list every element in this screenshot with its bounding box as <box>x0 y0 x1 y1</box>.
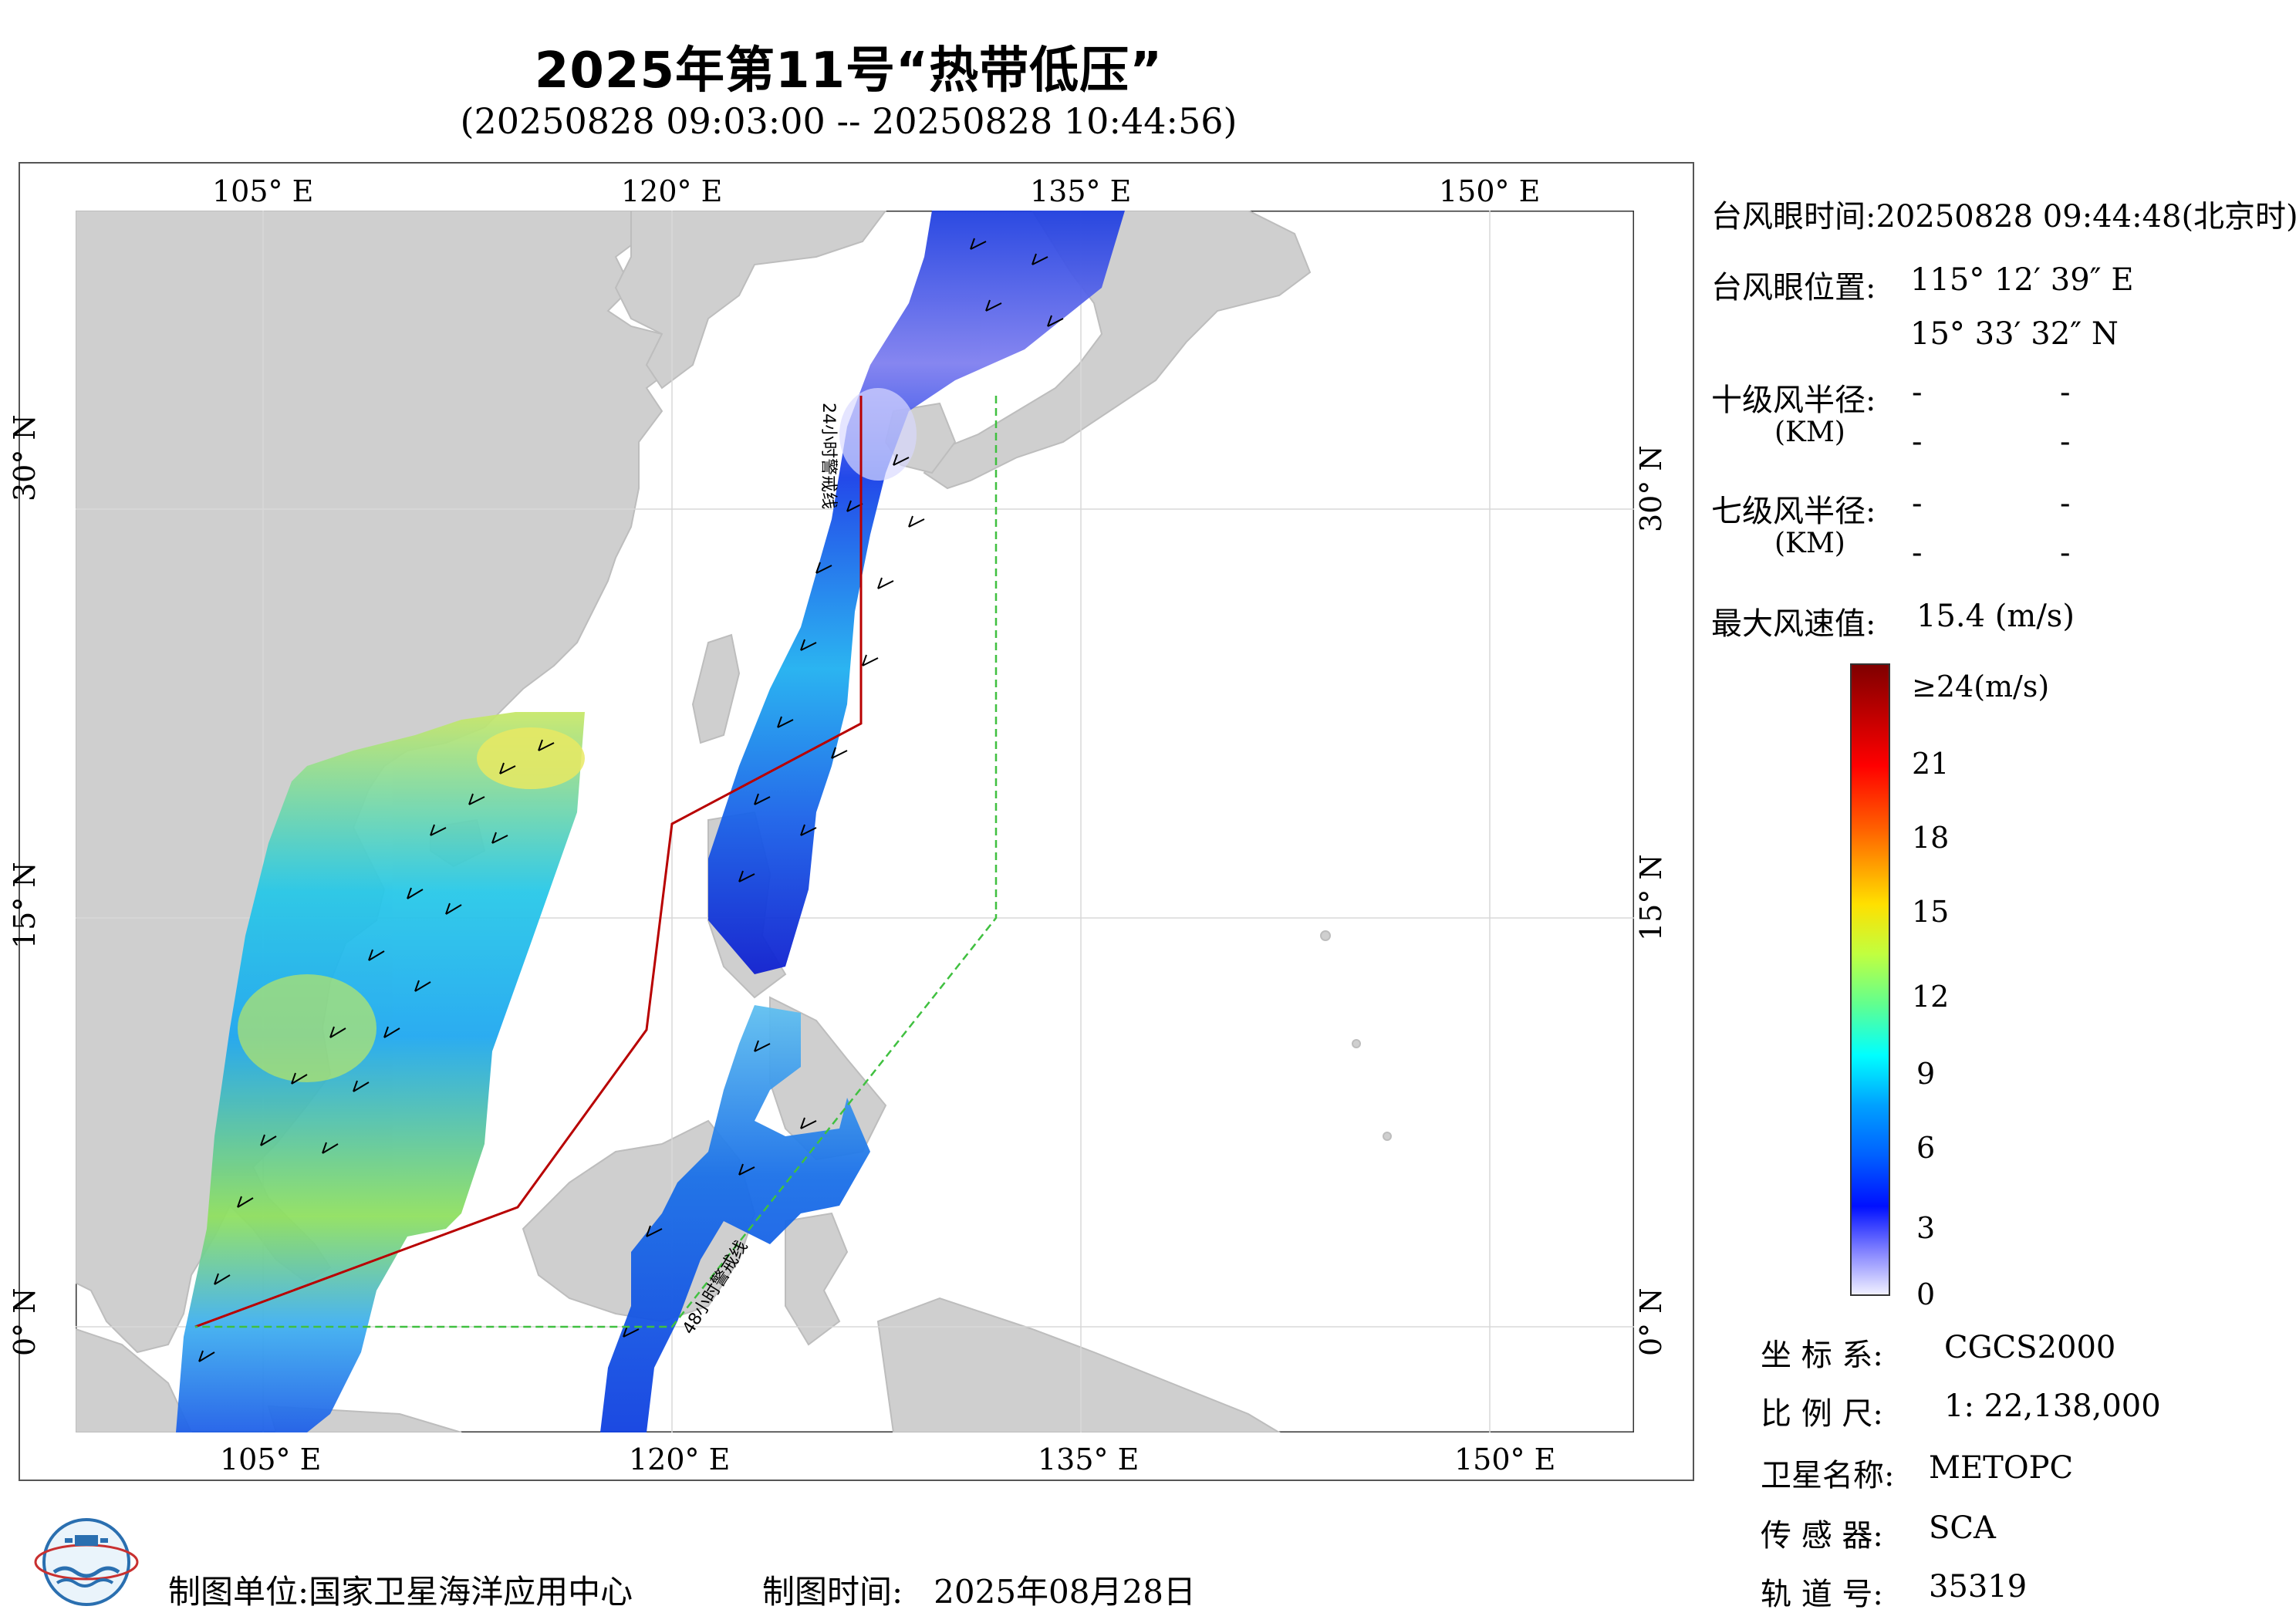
colorbar-label-9: 9 <box>1916 1057 1936 1091</box>
orbit-value: 35319 <box>1929 1569 2028 1604</box>
max-wind-label: 最大风速值: <box>1711 606 1876 642</box>
satellite-value: METOPC <box>1929 1450 2074 1486</box>
colorbar-label-3: 3 <box>1916 1211 1936 1245</box>
map-time-value: 2025年08月28日 <box>934 1573 1196 1611</box>
colorbar-label-12: 12 <box>1912 980 1950 1014</box>
satellite-label: 卫星名称: <box>1761 1458 1895 1493</box>
org-label: 制图单位: <box>168 1573 309 1611</box>
map-title: 2025年第11号“热带低压” <box>534 42 1163 100</box>
r10-dash-1: - <box>1912 375 1923 410</box>
lat-tick-right-30: 30° N <box>1634 445 1668 532</box>
eye-time-value: 20250828 09:44:48(北京时) <box>1876 199 2296 235</box>
swath-celebes-sea <box>600 1005 870 1432</box>
r10-label: 十级风半径: <box>1711 383 1876 418</box>
wind-barbs <box>198 238 1064 1362</box>
lon-tick-bottom-120: 120° E <box>629 1442 731 1476</box>
lon-tick-bottom-105: 105° E <box>220 1442 322 1476</box>
lon-tick-top-105: 105° E <box>212 174 314 208</box>
lat-tick-right-0: 0° N <box>1634 1287 1668 1356</box>
r10-dash-2: - <box>2060 375 2071 410</box>
colorbar-label-21: 21 <box>1912 747 1950 781</box>
map-subtitle: (20250828 09:03:00 -- 20250828 10:44:56) <box>460 100 1237 142</box>
line-24h-label: 24小时警戒线 <box>819 403 838 509</box>
lon-tick-top-150: 150° E <box>1439 174 1541 208</box>
r7-dash-3: - <box>1912 535 1923 571</box>
lon-tick-bottom-135: 135° E <box>1038 1442 1140 1476</box>
nsoas-logo-icon <box>34 1518 139 1606</box>
orbit-label: 轨 道 号: <box>1761 1577 1883 1612</box>
colorbar-label-24: ≥24(m/s) <box>1912 670 2050 704</box>
r7-km-label: (KM) <box>1774 528 1845 559</box>
crs-label: 坐 标 系: <box>1761 1338 1883 1373</box>
line-24h-warning <box>194 396 863 1328</box>
r7-label: 七级风半径: <box>1711 494 1876 529</box>
r10-km-label: (KM) <box>1774 417 1845 448</box>
lat-tick-left-0: 0° N <box>8 1287 42 1356</box>
sensor-label: 传 感 器: <box>1761 1518 1883 1554</box>
crs-value: CGCS2000 <box>1944 1330 2116 1365</box>
r7-dash-1: - <box>1912 486 1923 521</box>
line-48h-warning <box>195 396 998 1328</box>
scale-value: 1: 22,138,000 <box>1944 1388 2161 1424</box>
lat-tick-left-15: 15° N <box>8 862 42 949</box>
eye-time-label: 台风眼时间: <box>1711 199 1876 235</box>
eye-pos-label: 台风眼位置: <box>1711 270 1876 305</box>
org-value: 国家卫星海洋应用中心 <box>309 1573 633 1611</box>
sensor-value: SCA <box>1929 1510 1996 1546</box>
r10-dash-3: - <box>1912 424 1923 460</box>
eye-lat-value: 15° 33′ 32″ N <box>1910 316 2119 352</box>
max-wind-value: 15.4 (m/s) <box>1916 599 2075 634</box>
eye-lon-value: 115° 12′ 39″ E <box>1910 262 2134 298</box>
lon-tick-bottom-150: 150° E <box>1454 1442 1556 1476</box>
high-wind-patch <box>477 727 585 789</box>
colorbar-label-18: 18 <box>1912 821 1950 855</box>
swath-south-china-sea <box>176 712 585 1432</box>
swath-layer <box>176 211 1125 1432</box>
colorbar-label-15: 15 <box>1912 895 1950 929</box>
lon-tick-top-120: 120° E <box>621 174 723 208</box>
scale-label: 比 例 尺: <box>1761 1396 1883 1432</box>
taiwan <box>691 633 741 744</box>
wind-field-map <box>76 211 1634 1432</box>
sulawesi <box>785 1212 849 1346</box>
korea <box>614 211 887 390</box>
r10-dash-4: - <box>2060 424 2071 460</box>
lon-tick-top-135: 135° E <box>1030 174 1132 208</box>
lat-tick-left-30: 30° N <box>8 414 42 501</box>
japan <box>923 211 1312 490</box>
map-frame <box>19 162 1694 1481</box>
r7-dash-2: - <box>2060 486 2071 521</box>
new-guinea <box>876 1297 1281 1432</box>
lat-tick-right-15: 15° N <box>1634 854 1668 941</box>
swath-western-pacific <box>708 211 1125 974</box>
colorbar <box>1850 663 1890 1296</box>
r7-dash-4: - <box>2060 535 2071 571</box>
map-time-label: 制图时间: <box>762 1573 903 1611</box>
colorbar-label-6: 6 <box>1916 1131 1936 1165</box>
colorbar-label-0: 0 <box>1916 1277 1936 1311</box>
